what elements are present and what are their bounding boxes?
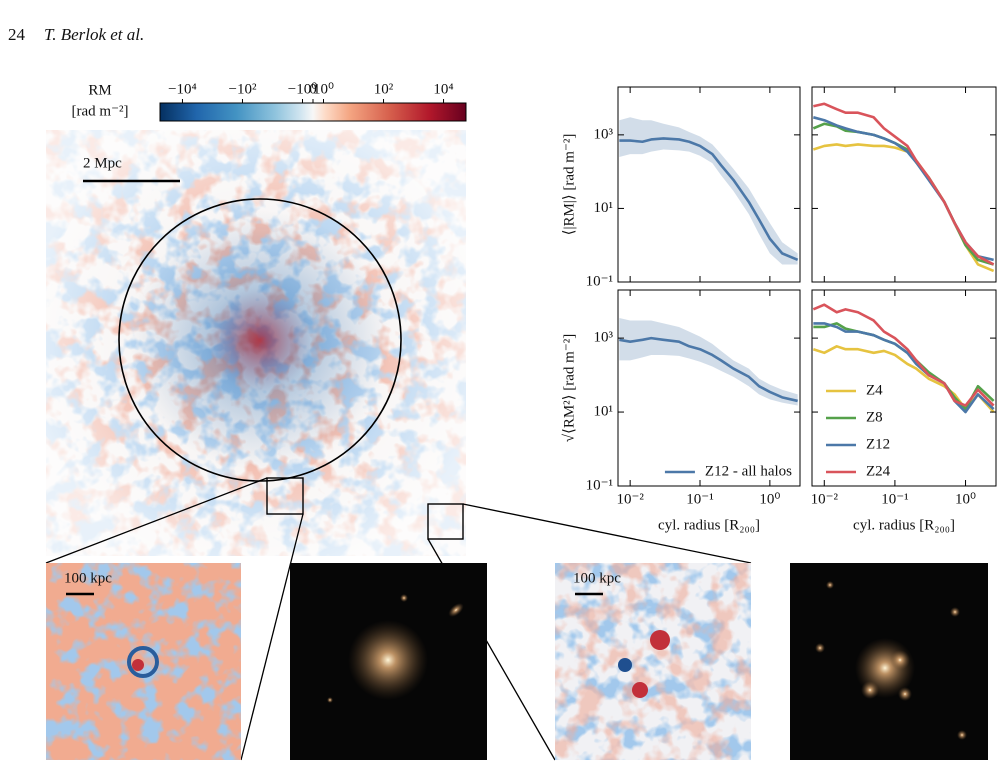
band (619, 117, 798, 265)
colorbar-label: RM (88, 82, 111, 98)
legend-label: Z8 (866, 409, 883, 425)
panel-frame (811, 289, 997, 487)
legend-label: Z12 (866, 436, 890, 452)
scale-bar-label: 100 kpc (573, 570, 621, 586)
plot-area (619, 317, 798, 406)
y-tick-label: 10⁻¹ (586, 477, 613, 493)
x-tick-label: 10⁻² (616, 491, 644, 507)
plot-area (619, 117, 799, 265)
y-tick-label: 10³ (594, 330, 614, 346)
zoom-box (266, 477, 304, 515)
zoom-line (462, 503, 752, 564)
line (813, 322, 995, 411)
colorbar-unit: [rad m⁻²] (72, 103, 129, 119)
line (813, 116, 994, 262)
x-tick-label: 10⁻² (811, 491, 839, 507)
scale-bar-label: 100 kpc (64, 570, 112, 586)
zoom-rm-2 (555, 563, 751, 760)
zoom-line (45, 477, 268, 564)
x-tick-label: 10⁻¹ (881, 491, 908, 507)
x-axis-label: cyl. radius [R₂₀₀] (853, 517, 955, 533)
line (812, 143, 995, 273)
x-axis-label: cyl. radius [R₂₀₀] (658, 517, 760, 533)
line (619, 336, 798, 403)
y-tick-label: 10³ (594, 126, 614, 142)
line (813, 322, 995, 414)
scale-bar-label: 2 Mpc (83, 155, 122, 171)
colorbar-tick-label: −10² (228, 81, 256, 97)
colorbar-tick-label: 10² (374, 81, 394, 97)
x-tick-label: 10⁻¹ (686, 491, 713, 507)
panel-frame (811, 86, 997, 283)
line (619, 137, 799, 262)
plot-area (812, 102, 995, 273)
legend-label: Z12 - all halos (705, 463, 792, 479)
x-tick-label: 10⁰ (955, 491, 976, 507)
colorbar-tick-label: 10⁴ (433, 81, 453, 97)
plot-area (812, 303, 995, 414)
panel-frame (617, 289, 801, 487)
x-tick-label: 10⁰ (759, 491, 780, 507)
zoom-box (427, 503, 464, 540)
y-axis-label: √⟨RM²⟩ [rad m⁻²] (561, 334, 577, 443)
y-axis-label: ⟨|RM|⟩ [rad m⁻²] (561, 134, 577, 236)
zoom-line (240, 513, 304, 761)
colorbar-tick-label: 0 (309, 81, 317, 97)
colorbar-tick-label: 10⁰ (313, 81, 334, 97)
legend-label: Z24 (866, 463, 891, 479)
zoom-rm-1 (46, 563, 241, 760)
colorbar-tick-label: −10⁴ (168, 81, 197, 97)
y-tick-label: 10¹ (594, 200, 614, 216)
y-tick-label: 10⁻¹ (586, 273, 613, 289)
galaxy-image-1 (290, 563, 487, 760)
colorbar (159, 102, 467, 122)
y-tick-label: 10¹ (594, 403, 614, 419)
legend-label: Z4 (866, 382, 883, 398)
line (813, 102, 995, 266)
colorbar-tick-label: −10⁰ (288, 81, 317, 97)
running-head: T. Berlok et al. (44, 25, 144, 44)
page-number: 24 (8, 25, 26, 44)
line (812, 303, 995, 407)
galaxy-image-2 (790, 563, 988, 760)
rm-map (46, 130, 466, 556)
panel-frame (617, 86, 801, 283)
